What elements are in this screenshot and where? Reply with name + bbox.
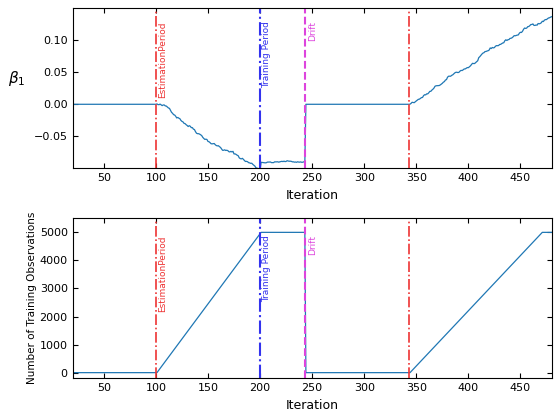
- X-axis label: Iteration: Iteration: [286, 189, 339, 202]
- Y-axis label: $\beta_1$: $\beta_1$: [8, 69, 26, 88]
- Y-axis label: Number of Training Observations: Number of Training Observations: [27, 212, 37, 384]
- Text: Training Period: Training Period: [262, 235, 271, 302]
- Text: Training Period: Training Period: [262, 21, 271, 88]
- Text: EstimationPeriod: EstimationPeriod: [158, 21, 167, 97]
- X-axis label: Iteration: Iteration: [286, 399, 339, 412]
- Text: Drift: Drift: [308, 21, 317, 41]
- Text: Drift: Drift: [308, 235, 317, 255]
- Text: EstimationPeriod: EstimationPeriod: [158, 235, 167, 312]
